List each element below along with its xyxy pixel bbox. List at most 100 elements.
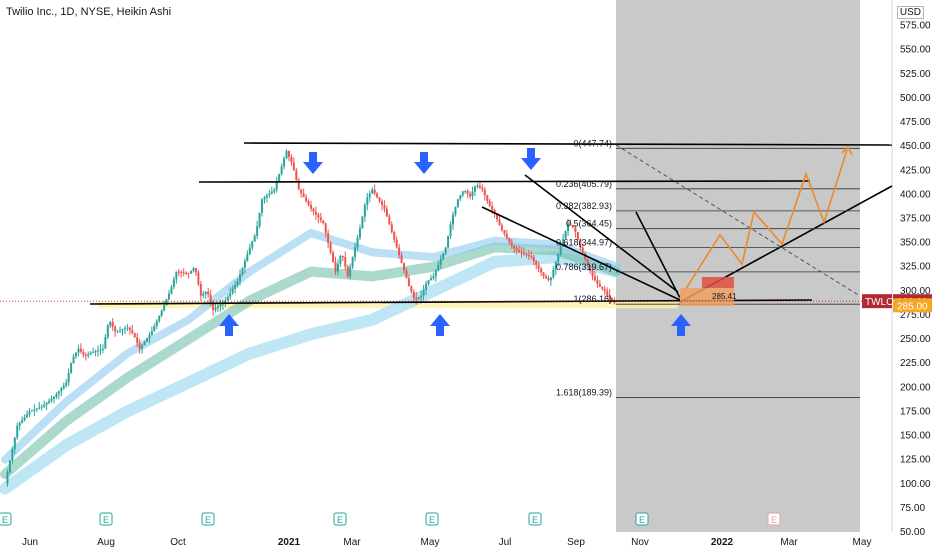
candle-body xyxy=(525,254,528,256)
y-tick-label: 100.00 xyxy=(900,479,931,490)
y-tick-label: 150.00 xyxy=(900,431,931,442)
earnings-box xyxy=(528,512,542,526)
candle-body xyxy=(505,233,508,238)
earnings-box xyxy=(635,512,649,526)
candle-body xyxy=(128,327,131,331)
earnings-marker: E xyxy=(99,512,113,526)
candle-body xyxy=(116,330,119,332)
candle-body xyxy=(101,348,104,350)
candle-body xyxy=(312,208,315,212)
candle-body xyxy=(13,437,16,450)
candle-body xyxy=(57,391,60,395)
candle-body xyxy=(366,197,369,205)
y-tick-label: 350.00 xyxy=(900,238,931,249)
candle-body xyxy=(77,348,80,353)
candle-body xyxy=(581,247,584,254)
y-tick-label: 75.00 xyxy=(900,503,925,514)
candle-body xyxy=(429,278,432,281)
candle-body xyxy=(586,259,589,265)
candle-body xyxy=(278,174,281,182)
candle-body xyxy=(451,214,454,225)
candle-body xyxy=(447,235,450,248)
y-tick-label: 550.00 xyxy=(900,45,931,56)
candle-body xyxy=(265,195,268,198)
candle-body xyxy=(383,204,386,209)
candle-body xyxy=(70,363,73,373)
candle-body xyxy=(385,208,388,217)
earnings-box xyxy=(767,512,781,526)
candle-body xyxy=(67,372,70,383)
candle-body xyxy=(305,197,308,202)
candle-body xyxy=(170,286,173,294)
candle-body xyxy=(576,232,579,240)
fib-label: 1.618(189.39) xyxy=(556,388,612,398)
candle-body xyxy=(216,306,219,309)
ema-band-1 xyxy=(0,251,623,495)
candle-body xyxy=(439,259,442,265)
candle-body xyxy=(204,291,207,294)
candle-body xyxy=(449,224,452,236)
candle-body xyxy=(510,241,513,246)
candle-body xyxy=(400,255,403,263)
candle-body xyxy=(518,250,521,253)
candle-body xyxy=(33,409,36,411)
candle-body xyxy=(368,193,371,198)
candle-body xyxy=(324,223,327,233)
candle-body xyxy=(613,301,616,303)
earnings-box xyxy=(0,512,12,526)
arrow-up-1 xyxy=(219,314,239,336)
candle-body xyxy=(52,396,55,399)
candle-body xyxy=(236,281,239,286)
candle-body xyxy=(444,247,447,254)
fib-label: 0.786(319.67) xyxy=(556,262,612,272)
candle-body xyxy=(471,191,474,197)
candle-body xyxy=(356,237,359,248)
candle-body xyxy=(388,216,391,225)
x-tick-label: Sep xyxy=(567,537,585,548)
candle-body xyxy=(327,232,330,243)
candle-body xyxy=(611,298,614,302)
candle-body xyxy=(35,408,38,410)
candle-body xyxy=(273,189,276,192)
candle-body xyxy=(194,268,197,273)
candle-body xyxy=(109,322,112,326)
candle-body xyxy=(601,286,604,289)
x-tick-label: May xyxy=(421,537,440,548)
candle-body xyxy=(488,201,491,206)
candle-body xyxy=(361,216,364,229)
candle-body xyxy=(461,191,464,196)
candle-body xyxy=(542,272,545,277)
candle-body xyxy=(493,209,496,214)
candle-body xyxy=(48,400,51,403)
candle-body xyxy=(608,294,611,299)
y-tick-label: 175.00 xyxy=(900,406,931,417)
y-tick-label: 200.00 xyxy=(900,382,931,393)
candle-body xyxy=(270,191,273,194)
candle-body xyxy=(234,285,237,289)
candle-body xyxy=(295,170,298,180)
resistance-line-2 xyxy=(198,180,811,183)
candle-body xyxy=(476,185,479,188)
candle-body xyxy=(520,252,523,254)
earnings-letter: E xyxy=(639,515,645,525)
candle-body xyxy=(283,158,286,167)
y-tick-label: 575.00 xyxy=(900,21,931,32)
candle-body xyxy=(150,331,153,335)
candle-body xyxy=(427,280,430,285)
candle-body xyxy=(261,199,264,213)
candle-body xyxy=(319,217,322,221)
x-tick-label: 2022 xyxy=(711,537,734,548)
candle-body xyxy=(552,269,555,278)
earnings-box xyxy=(425,512,439,526)
candle-body xyxy=(486,195,489,202)
candle-body xyxy=(243,260,246,268)
candle-body xyxy=(466,190,469,194)
position-price-label: 285.41 xyxy=(712,292,737,301)
candle-body xyxy=(241,267,244,275)
candle-body xyxy=(300,189,303,194)
candle-body xyxy=(314,211,317,215)
chart-title: Twilio Inc., 1D, NYSE, Heikin Ashi xyxy=(6,6,172,18)
descending-trendline xyxy=(481,206,681,301)
currency-label[interactable]: USD xyxy=(896,6,924,19)
